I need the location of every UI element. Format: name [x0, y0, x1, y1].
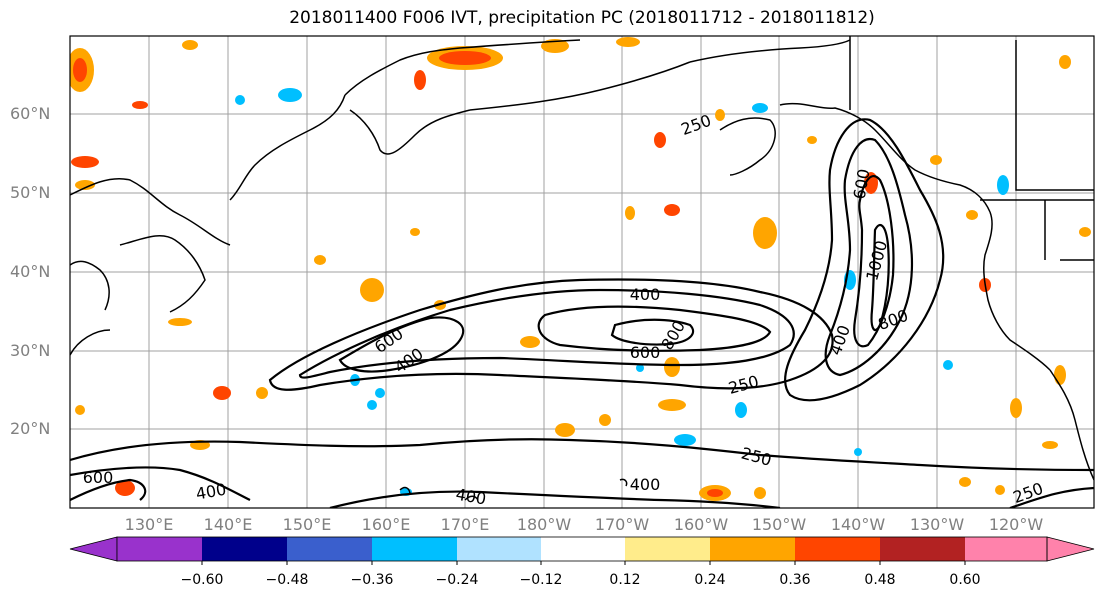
contour-label: 600 — [630, 343, 661, 362]
colorbar-tick-label: 0.60 — [949, 572, 981, 588]
colorbar-bin — [965, 537, 1047, 561]
lon-label: 120°W — [988, 515, 1044, 534]
colorbar-tick-label: −0.60 — [180, 572, 224, 588]
lon-label: 170°W — [594, 515, 650, 534]
contour-label: 400 — [454, 485, 487, 509]
lat-label: 40°N — [10, 262, 51, 281]
graticule — [70, 36, 1094, 508]
ivt-contours — [70, 118, 1094, 508]
lon-label: 160°E — [361, 515, 411, 534]
contour-label: 400 — [826, 323, 854, 358]
colorbar-tick-label: 0.24 — [694, 572, 726, 588]
contour-label: 600 — [371, 324, 407, 357]
lat-label: 50°N — [10, 183, 51, 202]
contour-label: 400 — [630, 475, 661, 494]
colorbar-tick-label: −0.48 — [265, 572, 309, 588]
coastlines — [70, 36, 1094, 501]
contour-label: 600 — [83, 468, 114, 487]
colorbar-bin — [880, 537, 965, 561]
colorbar-bin — [372, 537, 457, 561]
contour-label: 250 — [726, 372, 760, 398]
colorbar-tick-label: −0.12 — [519, 572, 563, 588]
colorbar-tick-label: −0.36 — [350, 572, 394, 588]
lon-label: 180°W — [516, 515, 572, 534]
colorbar-extend-low — [69, 536, 118, 562]
colorbar-bin — [202, 537, 287, 561]
lon-label: 130°W — [909, 515, 965, 534]
colorbar-bin — [710, 537, 795, 561]
lon-label: 160°W — [673, 515, 729, 534]
contour-label: 250 — [679, 111, 714, 139]
lat-label: 20°N — [10, 419, 51, 438]
lon-label: 140°W — [830, 515, 886, 534]
lon-label: 150°W — [751, 515, 807, 534]
colorbar-tick-label: 0.48 — [864, 572, 896, 588]
colorbar-extend-high — [1046, 536, 1095, 562]
contour-label: 600 — [850, 167, 874, 200]
lat-label: 30°N — [10, 341, 51, 360]
lon-label: 130°E — [124, 515, 174, 534]
colorbar-tick-label: 0.36 — [779, 572, 811, 588]
colorbar-tick-label: 0.12 — [609, 572, 641, 588]
contour-label: 800 — [876, 306, 911, 334]
contour-label: 400 — [194, 480, 227, 504]
lon-label: 150°E — [282, 515, 332, 534]
map-title: 2018011400 F006 IVT, precipitation PC (2… — [289, 8, 875, 28]
lon-label: 140°E — [203, 515, 253, 534]
colorbar-bin — [117, 537, 202, 561]
lon-label: 170°E — [440, 515, 490, 534]
lat-label: 60°N — [10, 104, 51, 123]
colorbar-bin — [541, 537, 625, 561]
colorbar-bin — [625, 537, 710, 561]
contour-label: 250 — [739, 444, 773, 470]
colorbar-tick-label: −0.24 — [435, 572, 479, 588]
contour-label: 400 — [391, 344, 427, 377]
colorbar-bin — [795, 537, 880, 561]
colorbar-bin — [287, 537, 372, 561]
contour-label: 1000 — [862, 238, 891, 282]
colorbar-bin — [457, 537, 541, 561]
map-frame — [69, 35, 1095, 509]
colorbar — [69, 536, 1095, 565]
contour-label: 400 — [630, 285, 661, 304]
